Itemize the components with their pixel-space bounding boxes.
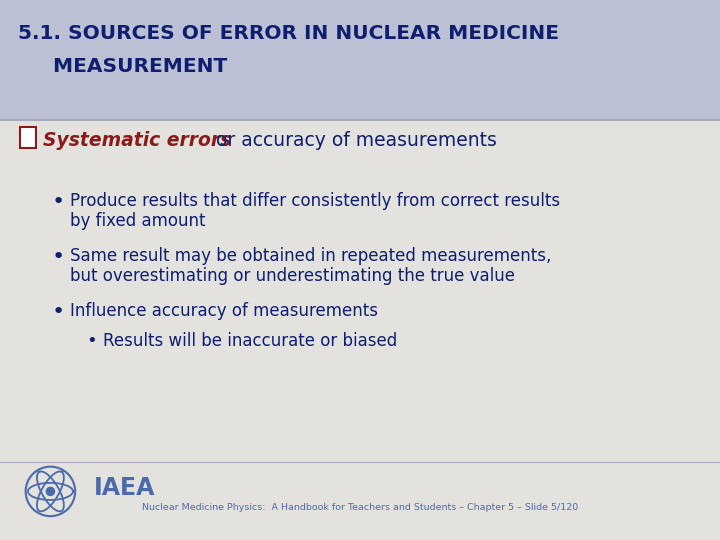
Text: but overestimating or underestimating the true value: but overestimating or underestimating th… [70, 267, 515, 285]
Text: Same result may be obtained in repeated measurements,: Same result may be obtained in repeated … [70, 247, 552, 265]
Text: Results will be inaccurate or biased: Results will be inaccurate or biased [103, 332, 397, 350]
Text: or accuracy of measurements: or accuracy of measurements [210, 131, 497, 150]
Text: MEASUREMENT: MEASUREMENT [18, 57, 228, 76]
Text: 5.1. SOURCES OF ERROR IN NUCLEAR MEDICINE: 5.1. SOURCES OF ERROR IN NUCLEAR MEDICIN… [18, 24, 559, 43]
Text: •: • [52, 192, 65, 212]
Text: IAEA: IAEA [94, 476, 155, 500]
Text: •: • [52, 302, 65, 322]
Text: Systematic errors: Systematic errors [43, 131, 231, 150]
Text: Influence accuracy of measurements: Influence accuracy of measurements [70, 302, 378, 320]
Circle shape [46, 487, 55, 496]
Text: Nuclear Medicine Physics:  A Handbook for Teachers and Students – Chapter 5 – Sl: Nuclear Medicine Physics: A Handbook for… [142, 503, 578, 512]
Text: •: • [52, 247, 65, 267]
Text: •: • [86, 332, 97, 350]
Text: Produce results that differ consistently from correct results: Produce results that differ consistently… [70, 192, 560, 210]
Text: by fixed amount: by fixed amount [70, 212, 205, 230]
